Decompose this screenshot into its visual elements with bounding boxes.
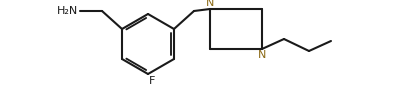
Text: H₂N: H₂N [57,6,78,16]
Text: F: F [149,76,155,86]
Text: N: N [205,0,214,8]
Text: N: N [257,50,266,60]
